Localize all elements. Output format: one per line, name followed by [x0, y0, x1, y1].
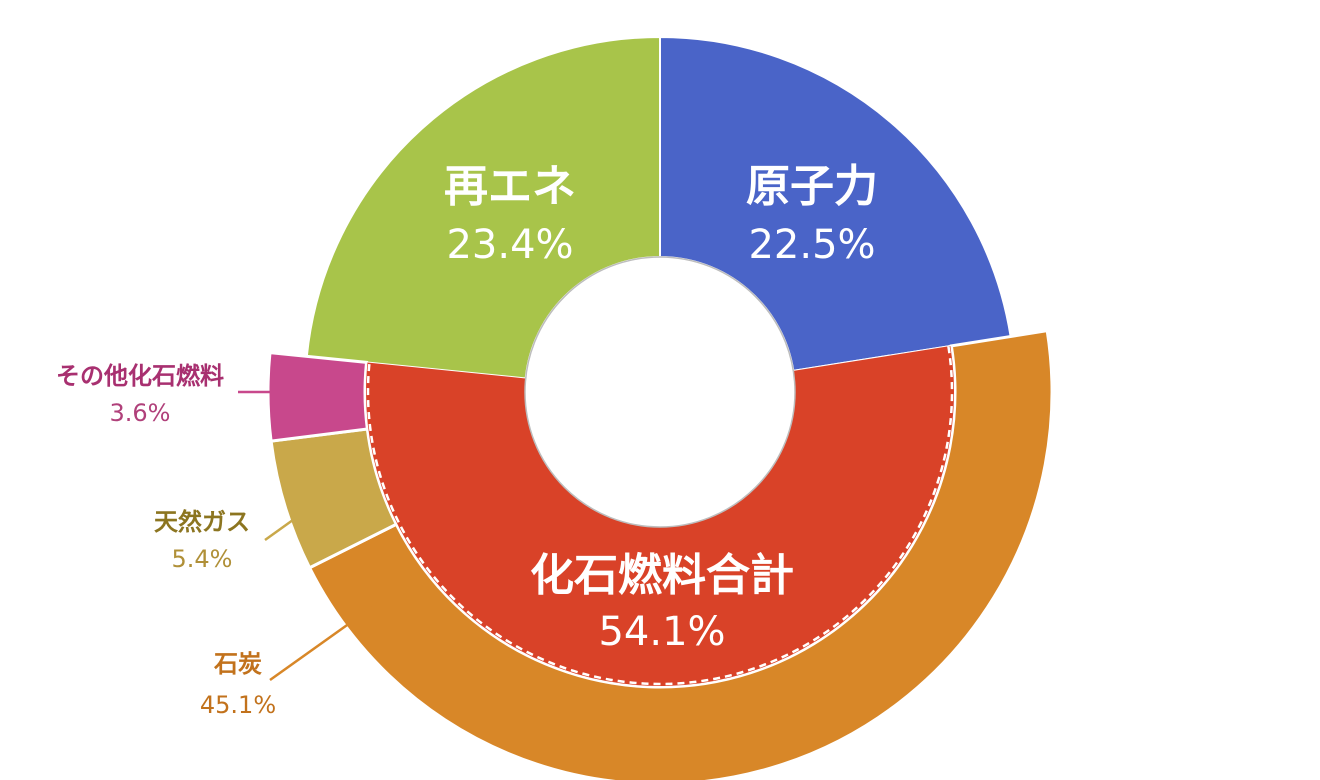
- outer-slice-0: [307, 328, 1054, 780]
- donut-hole: [524, 256, 796, 528]
- value-other-fossil: 3.6%: [110, 399, 171, 427]
- fossil-boundary-dashed: [366, 346, 954, 686]
- label-natural-gas: 天然ガス: [154, 508, 250, 536]
- label-renewables: 再エネ: [444, 161, 576, 212]
- label-other-fossil: その他化石燃料: [56, 362, 224, 390]
- leader-coal: [269, 601, 379, 682]
- label-coal: 石炭: [213, 650, 262, 678]
- value-renewables: 23.4%: [446, 222, 573, 268]
- label-nuclear: 原子力: [746, 161, 878, 212]
- value-nuclear: 22.5%: [748, 222, 875, 268]
- value-natural-gas: 5.4%: [172, 545, 233, 573]
- outer-slice-2: [266, 351, 370, 443]
- outer-ring: [266, 328, 1054, 780]
- value-fossil-total: 54.1%: [598, 609, 725, 655]
- value-coal: 45.1%: [200, 691, 276, 719]
- leader-natural-gas: [264, 495, 326, 542]
- fossil-core-fill: [365, 346, 954, 687]
- label-fossil-total: 化石燃料合計: [530, 550, 794, 601]
